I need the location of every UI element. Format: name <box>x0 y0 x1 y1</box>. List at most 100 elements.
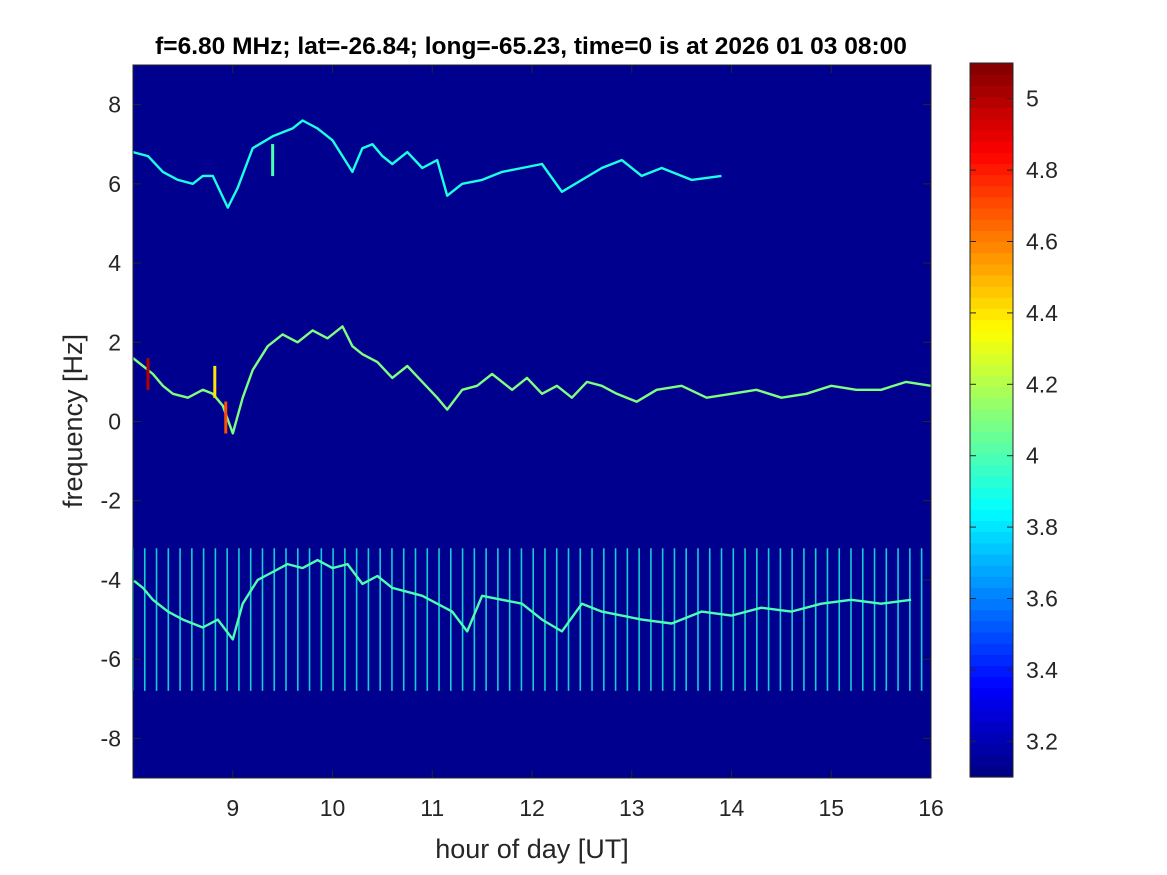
hot-spot-2 <box>224 401 228 434</box>
colorbar-band <box>970 252 1013 265</box>
colorbar-band <box>970 765 1013 778</box>
trace-2 <box>132 558 912 641</box>
colorbar-band <box>970 74 1013 86</box>
colorbar-band <box>970 408 1013 421</box>
colorbar-band <box>970 598 1013 611</box>
colorbar-band <box>970 141 1013 153</box>
colorbar-band <box>970 676 1013 689</box>
hotspots-layer <box>146 144 275 434</box>
colorbar-band <box>970 565 1013 577</box>
colorbar-band <box>970 643 1013 655</box>
colorbar-band <box>970 330 1013 343</box>
x-axis-label: hour of day [UT] <box>435 834 629 864</box>
heatmap-background <box>133 65 931 778</box>
colorbar-band <box>970 174 1013 187</box>
y-tick-label-1: -6 <box>101 646 121 672</box>
x-tick-label-3: 12 <box>519 795 545 821</box>
colorbar-band <box>970 196 1013 209</box>
colorbar-band <box>970 698 1013 711</box>
colorbar-ticks: 3.2 3.4 3.6 3.8 4 4.2 4.4 4.6 4.8 5 <box>970 86 1058 754</box>
hot-spot-1 <box>213 365 217 398</box>
colorbar-band <box>970 152 1013 165</box>
y-tick-label-3: -2 <box>101 488 121 514</box>
colorbar-band <box>970 85 1013 98</box>
x-tick-label-6: 15 <box>818 795 844 821</box>
colorbar-band <box>970 732 1013 745</box>
y-tick-label-8: 8 <box>108 92 121 118</box>
hot-spot-0 <box>146 357 150 390</box>
colorbar-band <box>970 743 1013 756</box>
colorbar-band <box>970 319 1013 332</box>
colorbar-tick-label-0: 3.2 <box>1026 728 1058 754</box>
colorbar-band <box>970 286 1013 298</box>
plot-area <box>132 64 932 779</box>
colorbar-tick-label-9: 5 <box>1026 86 1039 112</box>
x-axis-ticks: 9 10 11 12 13 14 15 16 <box>226 65 944 821</box>
colorbar-band <box>970 754 1013 767</box>
colorbar-band <box>970 96 1013 109</box>
colorbar-frame <box>969 62 1014 778</box>
colorbar-band <box>970 353 1013 365</box>
colorbar-band <box>970 509 1013 522</box>
colorbar-band <box>970 542 1013 555</box>
colorbar-band <box>970 185 1013 198</box>
colorbar-band <box>970 710 1013 722</box>
y-tick-label-6: 4 <box>108 250 121 276</box>
colorbar-tick-label-3: 3.8 <box>1026 514 1058 540</box>
y-tick-label-7: 6 <box>108 171 121 197</box>
x-tick-label-4: 13 <box>619 795 645 821</box>
colorbar-band <box>970 475 1013 488</box>
colorbar-band <box>970 118 1013 131</box>
colorbar-band <box>970 241 1013 254</box>
colorbar-band <box>970 442 1013 455</box>
colorbar-band <box>970 609 1013 622</box>
colorbar-band <box>970 263 1013 276</box>
colorbar-band <box>970 520 1013 533</box>
colorbar-tick-label-6: 4.4 <box>1026 300 1058 326</box>
colorbar-tick-label-5: 4.2 <box>1026 371 1058 397</box>
colorbar-band <box>970 397 1013 410</box>
colorbar-band <box>970 341 1013 354</box>
colorbar-band <box>970 498 1013 510</box>
y-tick-label-4: 0 <box>108 409 121 435</box>
colorbar-band <box>970 274 1013 287</box>
x-tick-label-0: 9 <box>226 795 239 821</box>
y-tick-label-2: -4 <box>101 567 122 593</box>
x-tick-label-1: 10 <box>320 795 346 821</box>
colorbar-band <box>970 208 1013 220</box>
y-axis-ticks: -8 -6 -4 -2 0 2 4 6 8 <box>101 92 931 751</box>
colorbar-band <box>970 375 1013 388</box>
colorbar-band <box>970 576 1013 588</box>
colorbar-band <box>970 531 1013 544</box>
colorbar-band <box>970 63 1013 75</box>
colorbar-band <box>970 420 1013 432</box>
colorbar-band <box>970 297 1013 310</box>
colorbar-band <box>970 219 1013 231</box>
y-tick-label-0: -8 <box>101 725 121 751</box>
colorbar-band <box>970 230 1013 243</box>
colorbar-band <box>970 721 1013 733</box>
colorbar-band <box>970 464 1013 477</box>
colorbar-band <box>970 654 1013 667</box>
colorbar-band <box>970 453 1013 466</box>
x-tick-label-2: 11 <box>420 795 444 821</box>
colorbar-band <box>970 386 1013 399</box>
colorbar-tick-label-2: 3.6 <box>1026 586 1058 612</box>
colorbar-band <box>970 687 1013 700</box>
colorbar-band <box>970 163 1013 176</box>
colorbar-band <box>970 486 1013 499</box>
colorbar-band <box>970 587 1013 600</box>
streaks-layer <box>132 548 923 691</box>
colorbar-band <box>970 107 1013 120</box>
colorbar-band <box>970 665 1013 678</box>
colorbar-band <box>970 129 1013 142</box>
y-tick-label-5: 2 <box>108 329 121 355</box>
colorbar-tick-label-8: 4.8 <box>1026 157 1058 183</box>
colorbar-band <box>970 431 1013 443</box>
colorbar-band <box>970 631 1013 644</box>
colorbar-gradient <box>970 63 1013 778</box>
chart-title: f=6.80 MHz; lat=-26.84; long=-65.23, tim… <box>155 33 907 60</box>
trace-0 <box>132 119 722 209</box>
colorbar-tick-label-4: 4 <box>1026 443 1039 469</box>
